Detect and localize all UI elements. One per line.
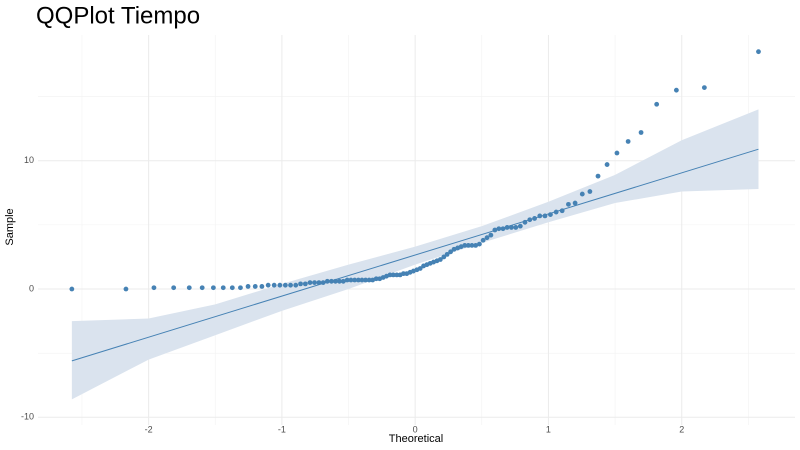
confidence-band bbox=[71, 109, 759, 400]
point bbox=[298, 281, 303, 287]
point bbox=[186, 285, 192, 291]
point bbox=[542, 213, 548, 219]
point bbox=[417, 266, 423, 271]
point bbox=[537, 213, 543, 219]
point bbox=[484, 235, 490, 241]
point bbox=[265, 282, 271, 288]
point bbox=[559, 208, 565, 214]
point bbox=[390, 272, 396, 278]
point bbox=[302, 281, 308, 287]
point bbox=[252, 284, 258, 289]
x-axis-label: Theoretical bbox=[389, 433, 443, 445]
point bbox=[340, 278, 346, 284]
point bbox=[401, 271, 406, 277]
point bbox=[348, 277, 354, 283]
point bbox=[344, 277, 350, 283]
point bbox=[366, 277, 372, 283]
point bbox=[151, 285, 157, 291]
point bbox=[587, 189, 593, 194]
point bbox=[532, 216, 537, 221]
point bbox=[333, 278, 338, 284]
point bbox=[496, 226, 502, 232]
point bbox=[245, 284, 251, 289]
point bbox=[527, 217, 533, 223]
x-tick-label: 0 bbox=[413, 424, 418, 434]
point bbox=[229, 285, 235, 291]
x-tick-label: 1 bbox=[546, 424, 551, 434]
x-tick-label: -2 bbox=[145, 424, 153, 434]
point bbox=[469, 242, 475, 248]
point bbox=[625, 139, 631, 144]
point bbox=[437, 257, 443, 262]
point bbox=[271, 282, 277, 288]
point bbox=[473, 242, 479, 248]
point bbox=[238, 285, 243, 291]
point bbox=[352, 277, 358, 283]
y-tick-label: -10 bbox=[21, 412, 34, 422]
point bbox=[363, 277, 368, 283]
point bbox=[604, 162, 610, 167]
point bbox=[288, 282, 293, 288]
point bbox=[171, 285, 177, 291]
point bbox=[320, 280, 326, 285]
point bbox=[462, 242, 468, 248]
point bbox=[69, 286, 75, 292]
point bbox=[329, 278, 334, 284]
point bbox=[654, 101, 660, 107]
point bbox=[210, 285, 216, 291]
point bbox=[517, 223, 523, 229]
point bbox=[572, 200, 578, 206]
point bbox=[566, 201, 571, 207]
point bbox=[513, 225, 519, 230]
point bbox=[492, 227, 498, 233]
point bbox=[282, 282, 288, 288]
point bbox=[477, 241, 482, 247]
point bbox=[220, 285, 226, 291]
point bbox=[259, 284, 265, 289]
point bbox=[387, 272, 393, 278]
point bbox=[756, 49, 761, 55]
point bbox=[553, 209, 559, 215]
point bbox=[316, 280, 322, 285]
point bbox=[312, 280, 317, 285]
point bbox=[638, 130, 644, 135]
point bbox=[701, 85, 707, 90]
point bbox=[324, 278, 330, 284]
point bbox=[359, 277, 365, 283]
point bbox=[441, 254, 447, 260]
point bbox=[373, 276, 379, 282]
y-tick-label: 0 bbox=[29, 283, 34, 293]
point bbox=[394, 272, 400, 278]
y-tick-label: 10 bbox=[24, 155, 34, 165]
point bbox=[673, 87, 679, 93]
x-tick-label: -1 bbox=[278, 424, 286, 434]
point bbox=[614, 150, 620, 156]
y-axis-label: Sample bbox=[4, 208, 16, 245]
point bbox=[199, 285, 205, 291]
point bbox=[277, 282, 283, 288]
point bbox=[500, 226, 506, 232]
point bbox=[548, 212, 553, 218]
point bbox=[355, 277, 361, 283]
chart-title: QQPlot Tiempo bbox=[36, 2, 200, 29]
point bbox=[504, 225, 510, 230]
point bbox=[337, 278, 342, 284]
point bbox=[123, 286, 129, 292]
point bbox=[448, 249, 454, 255]
point bbox=[465, 242, 471, 248]
point bbox=[480, 237, 486, 243]
reference-line bbox=[71, 148, 759, 362]
x-tick-label: 2 bbox=[679, 424, 684, 434]
point bbox=[444, 251, 450, 257]
point bbox=[488, 232, 494, 238]
point bbox=[307, 280, 313, 285]
point bbox=[579, 191, 585, 197]
point bbox=[508, 225, 514, 230]
point bbox=[293, 282, 299, 288]
point bbox=[595, 173, 601, 179]
point bbox=[522, 219, 528, 225]
